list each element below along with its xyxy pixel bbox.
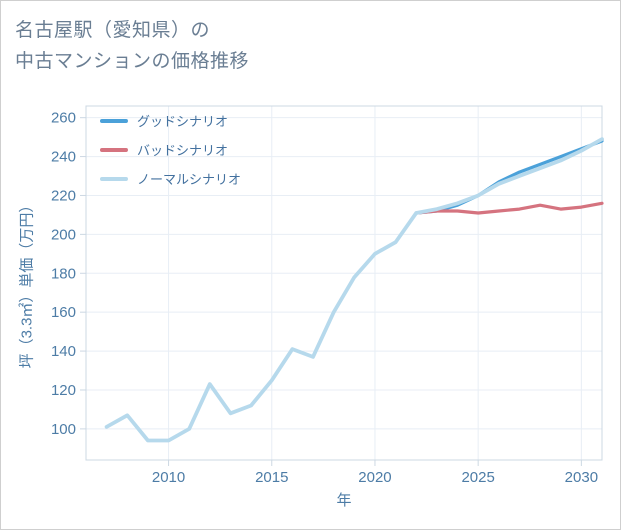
chart-title-line2: 中古マンションの価格推移 (15, 51, 250, 72)
y-tick-label: 120 (51, 382, 76, 399)
x-tick-label: 2030 (565, 469, 598, 486)
x-tick-label: 2025 (461, 469, 494, 486)
x-tick-label: 2020 (358, 469, 391, 486)
x-axis-title: 年 (336, 492, 352, 509)
y-tick-label: 240 (51, 149, 76, 166)
legend-label-normal: ノーマルシナリオ (137, 172, 242, 187)
y-tick-label: 220 (51, 187, 76, 204)
legend-swatch-bad (100, 147, 128, 152)
series-line-bad (414, 201, 604, 215)
legend-item-normal-scenario[interactable]: ノーマルシナリオ (100, 164, 241, 193)
series-line-good (414, 139, 604, 215)
legend-item-good-scenario[interactable]: グッドシナリオ (100, 106, 241, 135)
x-tick-label: 2015 (255, 469, 288, 486)
legend-swatch-good (100, 118, 128, 123)
legend-label-good: グッドシナリオ (137, 114, 229, 129)
y-tick-label: 180 (51, 265, 76, 282)
legend-label-bad: バッドシナリオ (137, 143, 229, 158)
chart-title: 名古屋駅（愛知県）の 中古マンションの価格推移 (15, 15, 249, 77)
y-tick-label: 140 (51, 343, 76, 360)
plot-border (85, 105, 603, 461)
y-tick-label: 200 (51, 226, 76, 243)
y-axis-title: 坪（3.3㎡）単価（万円） (18, 197, 36, 369)
chart-legend: グッドシナリオ バッドシナリオ ノーマルシナリオ (100, 106, 241, 193)
y-tick-label: 100 (51, 421, 76, 438)
y-tick-label: 160 (51, 304, 76, 321)
series-line-normal (104, 137, 604, 443)
legend-item-bad-scenario[interactable]: バッドシナリオ (100, 135, 241, 164)
chart-title-line1: 名古屋駅（愛知県）の (15, 20, 211, 41)
y-tick-label: 260 (51, 110, 76, 127)
x-tick-label: 2010 (152, 469, 185, 486)
legend-swatch-normal (100, 176, 128, 181)
